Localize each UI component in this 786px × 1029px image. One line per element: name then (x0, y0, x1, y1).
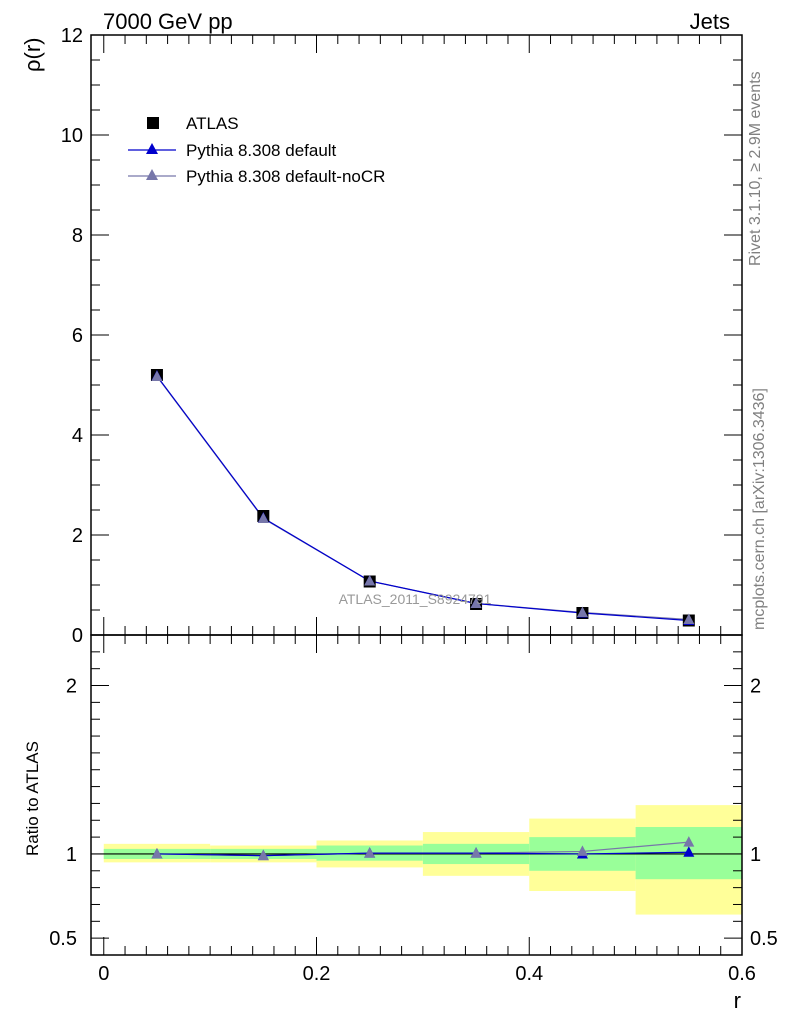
rivet-version-label: Rivet 3.1.10, ≥ 2.9M events (747, 71, 764, 266)
ratio-point (683, 846, 695, 857)
ratio-uncertainty-bands (91, 805, 742, 915)
mc-point (470, 597, 482, 608)
mcplots-label: mcplots.cern.ch [arXiv:1306.3436] (751, 388, 768, 630)
x-tick-label: 0.4 (515, 963, 543, 985)
ratio-plot-series (151, 836, 695, 861)
ratio-point (683, 836, 695, 847)
main-series-line (156, 375, 689, 622)
legend-atlas-marker (147, 117, 159, 129)
x-axis-title: r (734, 988, 741, 1013)
ratio-y-tick-label-right: 1 (750, 844, 761, 866)
main-y-tick-label: 6 (72, 325, 83, 347)
legend-pythia-nocr-label: Pythia 8.308 default-noCR (186, 167, 385, 186)
legend-pythia-nocr-marker (146, 169, 158, 180)
mc-point (151, 370, 163, 381)
analysis-watermark: ATLAS_2011_S8924791 (339, 591, 492, 607)
ratio-y-tick-label-left: 2 (66, 676, 77, 698)
header-left-title: 7000 GeV pp (103, 9, 233, 34)
main-y-axis-title: ρ(r) (20, 38, 45, 73)
legend-atlas-label: ATLAS (186, 114, 239, 133)
mc-point (364, 575, 376, 586)
mc-point (576, 606, 588, 617)
ratio-series-line (156, 851, 689, 857)
ratio-point (576, 845, 588, 856)
ratio-point (470, 847, 482, 858)
main-y-tick-label: 0 (72, 625, 83, 647)
ratio-y-tick-label-left: 0.5 (49, 928, 77, 950)
main-plot-series (150, 369, 695, 627)
main-y-tick-label: 10 (61, 125, 83, 147)
ratio-y-tick-label-right: 2 (750, 676, 761, 698)
ratio-point (151, 847, 163, 859)
x-tick-label: 0.6 (728, 963, 756, 985)
main-y-tick-label: 12 (61, 25, 83, 47)
x-tick-label: 0 (98, 963, 109, 985)
ratio-y-tick-label-right: 0.5 (750, 928, 778, 950)
x-tick-label: 0.2 (303, 963, 331, 985)
legend-pythia-default-label: Pythia 8.308 default (186, 141, 337, 160)
main-y-tick-label: 8 (72, 225, 83, 247)
ratio-panel-frame (90, 634, 743, 956)
ratio-y-axis-title: Ratio to ATLAS (23, 741, 42, 856)
ratio-point (364, 847, 376, 858)
main-y-tick-label: 4 (72, 425, 83, 447)
header-right-title: Jets (690, 9, 730, 34)
main-y-tick-label: 2 (72, 525, 83, 547)
mc-point (257, 512, 269, 523)
mc-point (683, 613, 695, 624)
legend: ATLAS Pythia 8.308 default Pythia 8.308 … (128, 114, 385, 186)
main-series-line (156, 376, 689, 621)
panel-frames (90, 34, 743, 956)
ratio-point (257, 849, 269, 861)
ratio-y-tick-label-left: 1 (66, 844, 77, 866)
legend-pythia-default-marker (146, 143, 158, 154)
